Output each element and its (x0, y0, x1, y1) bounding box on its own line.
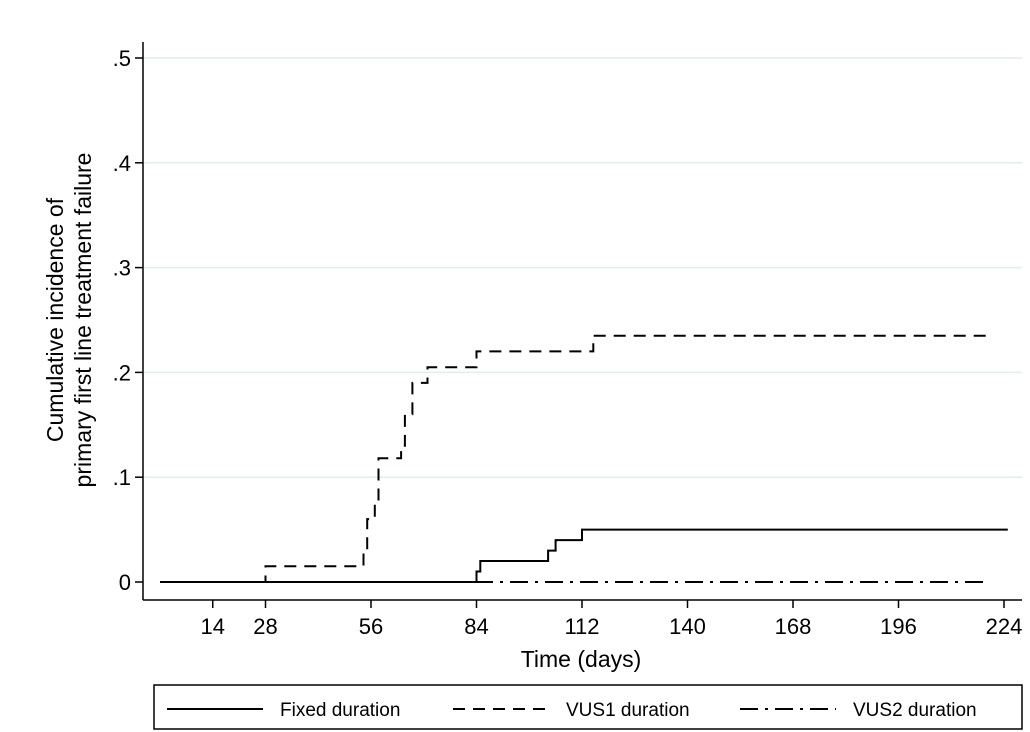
y-tick-label-0: 0 (119, 570, 131, 595)
y-tick-label-4: .4 (113, 151, 131, 176)
x-tick-label-5: 140 (669, 614, 706, 639)
x-tick-label-1: 28 (253, 614, 277, 639)
x-tick-label-2: 56 (359, 614, 383, 639)
series-line-fixed-duration (160, 528, 1008, 583)
legend: Fixed duration VUS1 duration VUS2 duration (153, 684, 1023, 730)
series-line-vus1-duration (160, 334, 989, 583)
gridlines (143, 57, 1022, 478)
y-axis-title-line-2: primary first line treatment failure (70, 153, 96, 488)
axes: 0 .1 .2 .3 .4 .5 14 28 56 84 112 140 168 196 224 (113, 42, 1023, 639)
series-group (160, 334, 1008, 583)
legend-label-0: Fixed duration (280, 700, 400, 721)
legend-label-1: VUS1 duration (566, 700, 690, 721)
legend-box (153, 684, 1023, 730)
x-tick-label-8: 224 (986, 614, 1023, 639)
x-tick-label-6: 168 (775, 614, 812, 639)
y-tick-label-3: .3 (113, 256, 131, 281)
y-tick-label-5: .5 (113, 46, 131, 71)
legend-label-2: VUS2 duration (853, 700, 977, 721)
x-tick-label-3: 84 (464, 614, 488, 639)
x-tick-label-7: 196 (880, 614, 917, 639)
y-tick-label-2: .2 (113, 360, 131, 385)
x-axis-title: Time (days) (521, 646, 642, 672)
y-tick-label-1: .1 (113, 465, 131, 490)
y-axis-title-line-1: Cumulative incidence of (42, 197, 68, 442)
x-tick-label-0: 14 (201, 614, 225, 639)
x-tick-label-4: 112 (564, 614, 599, 639)
